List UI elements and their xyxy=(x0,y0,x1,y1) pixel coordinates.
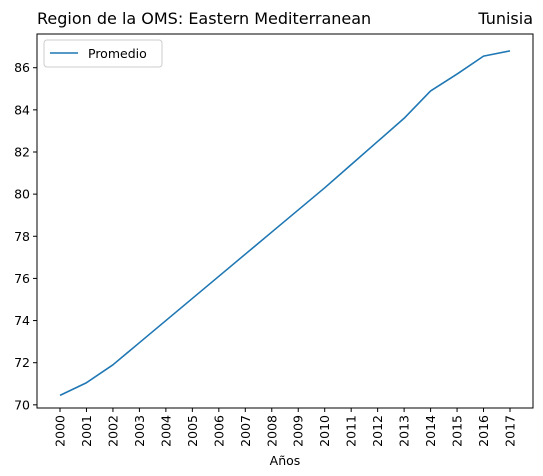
y-tick-label-74: 74 xyxy=(14,313,30,328)
x-tick-label-2004: 2004 xyxy=(158,415,173,447)
x-tick-label-2001: 2001 xyxy=(79,415,94,447)
y-tick-label-84: 84 xyxy=(14,102,30,117)
x-tick-label-2007: 2007 xyxy=(238,415,253,447)
y-tick-label-76: 76 xyxy=(14,271,30,286)
y-axis: 70 72 74 76 78 80 82 84 86 xyxy=(14,60,37,412)
y-tick-label-78: 78 xyxy=(14,229,30,244)
x-tick-label-2005: 2005 xyxy=(185,415,200,447)
y-tick-label-82: 82 xyxy=(14,144,30,159)
x-tick-label-2008: 2008 xyxy=(264,415,279,447)
x-tick-label-2017: 2017 xyxy=(503,415,518,447)
x-tick-label-2002: 2002 xyxy=(105,415,120,447)
x-tick-label-2012: 2012 xyxy=(370,415,385,447)
legend-box xyxy=(43,39,163,68)
x-tick-label-2015: 2015 xyxy=(450,415,465,447)
y-tick-label-72: 72 xyxy=(14,355,30,370)
legend: Promedio xyxy=(43,39,163,68)
chart-title-right: Tunisia xyxy=(477,9,533,28)
x-axis: 2000 2001 2002 2003 2004 2005 2006 2007 2008 2009… xyxy=(53,408,518,447)
plot-lines xyxy=(59,50,511,397)
x-tick-label-2014: 2014 xyxy=(423,415,438,447)
x-tick-label-2016: 2016 xyxy=(476,415,491,447)
x-tick-label-2013: 2013 xyxy=(397,415,412,447)
x-tick-label-2003: 2003 xyxy=(132,415,147,447)
y-tick-label-80: 80 xyxy=(14,187,30,202)
x-tick-label-2011: 2011 xyxy=(344,415,359,447)
y-tick-label-70: 70 xyxy=(14,397,30,412)
y-tick-label-86: 86 xyxy=(14,60,30,75)
x-tick-label-2010: 2010 xyxy=(317,415,332,447)
legend-label-promedio: Promedio xyxy=(88,46,147,61)
series-line-0 xyxy=(59,50,511,397)
plot-frame xyxy=(36,33,534,409)
x-tick-label-2009: 2009 xyxy=(291,415,306,447)
x-tick-label-2006: 2006 xyxy=(211,415,226,447)
chart-title: Region de la OMS: Eastern Mediterranean xyxy=(37,9,371,28)
x-tick-label-2000: 2000 xyxy=(53,415,68,447)
x-axis-label: Años xyxy=(270,453,301,468)
